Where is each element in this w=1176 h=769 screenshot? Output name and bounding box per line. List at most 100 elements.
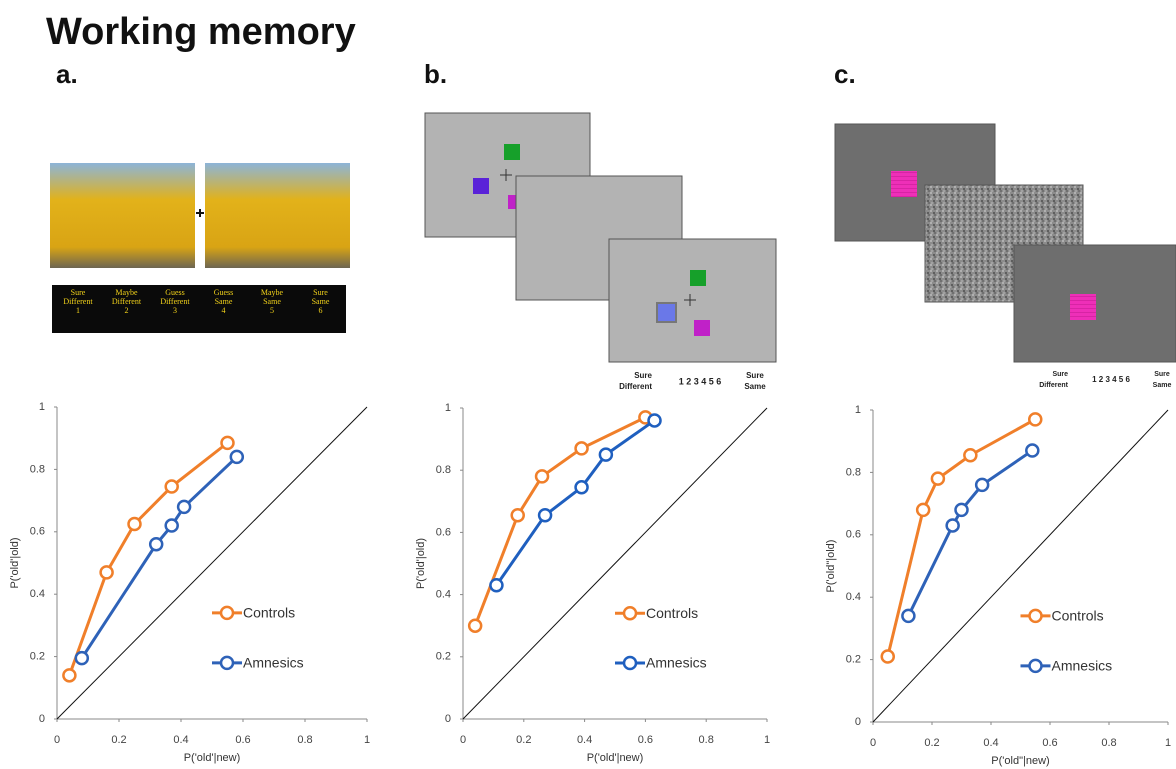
x-tick-label: 1 — [764, 734, 770, 746]
y-tick-label: 0.8 — [436, 464, 451, 476]
x-tick-label: 0 — [460, 734, 466, 746]
y-axis-label: P('old"|old) — [825, 540, 837, 593]
chance-diagonal — [872, 409, 1169, 723]
x-tick-label: 0.8 — [699, 734, 714, 746]
scale-label: 5 — [270, 306, 274, 315]
photo — [205, 163, 350, 268]
fixation — [684, 294, 696, 306]
scale-label: Different — [1039, 382, 1068, 389]
y-tick-label: 0.8 — [846, 466, 861, 478]
square — [891, 171, 917, 197]
y-tick-label: 0.2 — [436, 651, 451, 663]
y-tick-label: 1 — [445, 402, 451, 414]
data-point — [164, 479, 179, 494]
data-point — [945, 518, 960, 533]
legend-label: Controls — [646, 605, 698, 621]
photo — [50, 163, 195, 268]
scale-label: Same — [312, 297, 330, 306]
data-point — [127, 516, 142, 532]
x-tick-label: 0.2 — [111, 734, 126, 746]
scale-numbers: 1 2 3 4 5 6 — [1092, 375, 1130, 384]
x-axis-label: P('old"|new) — [991, 755, 1049, 767]
scale-label: Different — [63, 297, 93, 306]
x-tick-label: 0.8 — [1101, 737, 1116, 749]
data-point — [598, 447, 614, 462]
stimulus-a — [50, 163, 350, 333]
scale-label: Guess — [214, 288, 234, 297]
chance-diagonal — [56, 406, 368, 720]
data-point — [954, 502, 969, 518]
x-tick-label: 0.6 — [1042, 737, 1057, 749]
data-point — [74, 650, 90, 666]
x-tick-label: 0.6 — [638, 734, 653, 746]
y-tick-label: 0.8 — [30, 463, 45, 475]
series-line — [907, 449, 1034, 617]
x-tick-label: 0 — [870, 737, 876, 749]
y-tick-label: 0.6 — [846, 529, 861, 541]
data-point — [148, 537, 164, 552]
panel-label: c. — [834, 59, 856, 89]
data-point — [974, 477, 990, 493]
data-point — [467, 618, 483, 633]
scale-label: Same — [215, 297, 233, 306]
x-tick-label: 0.6 — [235, 734, 250, 746]
stimulus-c — [834, 123, 1176, 363]
y-axis-label: P('old'|old) — [9, 537, 21, 588]
square — [473, 178, 489, 194]
x-tick-label: 0.8 — [297, 734, 312, 746]
y-tick-label: 0.6 — [436, 526, 451, 538]
panel-label: a. — [56, 59, 78, 89]
scale-label: Sure — [313, 288, 328, 297]
data-point — [229, 449, 245, 465]
x-tick-label: 0 — [54, 734, 60, 746]
rating-box — [52, 285, 346, 333]
data-point — [930, 471, 946, 486]
data-point — [489, 578, 504, 593]
scale-label: 6 — [319, 306, 323, 315]
y-tick-label: 0.4 — [436, 589, 451, 601]
x-tick-label: 0.4 — [173, 734, 188, 746]
fixation — [500, 169, 512, 181]
data-point — [1028, 412, 1043, 427]
legend-marker — [1028, 658, 1043, 674]
scale-label: 1 — [76, 306, 80, 315]
data-point — [510, 508, 525, 523]
scale-label: Sure — [71, 288, 86, 297]
scale-label: 4 — [222, 306, 226, 315]
x-tick-label: 0.2 — [516, 734, 531, 746]
legend-marker — [622, 606, 638, 621]
square — [656, 302, 677, 323]
legend-marker — [622, 655, 638, 671]
y-axis-label: P('old'|old) — [415, 538, 427, 589]
data-point — [164, 518, 179, 533]
data-point — [176, 499, 192, 515]
y-tick-label: 0.2 — [30, 651, 45, 663]
data-point — [574, 441, 589, 456]
scale-label: Sure — [1052, 371, 1068, 378]
scale-label: Guess — [165, 288, 185, 297]
scale-label: Sure — [634, 371, 652, 380]
legend-marker — [219, 605, 235, 621]
x-tick-label: 1 — [364, 734, 370, 746]
legend-label: Controls — [1052, 608, 1104, 624]
x-tick-label: 1 — [1165, 737, 1171, 749]
scale-label: Sure — [1154, 371, 1170, 378]
y-tick-label: 1 — [855, 404, 861, 416]
fixation — [196, 209, 204, 217]
square — [504, 144, 520, 160]
figure-title: Working memory — [46, 11, 356, 53]
y-tick-label: 1 — [39, 401, 45, 413]
panel-label: b. — [424, 59, 447, 89]
scale-label: Different — [112, 297, 142, 306]
legend-marker — [219, 655, 235, 671]
y-tick-label: 0.2 — [846, 654, 861, 666]
scale-label: Different — [160, 297, 190, 306]
scale-label: Same — [744, 382, 766, 391]
legend-label: Amnesics — [1052, 658, 1113, 674]
legend-marker — [1028, 608, 1043, 624]
x-tick-label: 0.4 — [577, 734, 592, 746]
y-tick-label: 0 — [445, 713, 451, 725]
y-tick-label: 0.4 — [846, 591, 861, 603]
scale-label: 2 — [125, 306, 129, 315]
square — [694, 320, 710, 336]
